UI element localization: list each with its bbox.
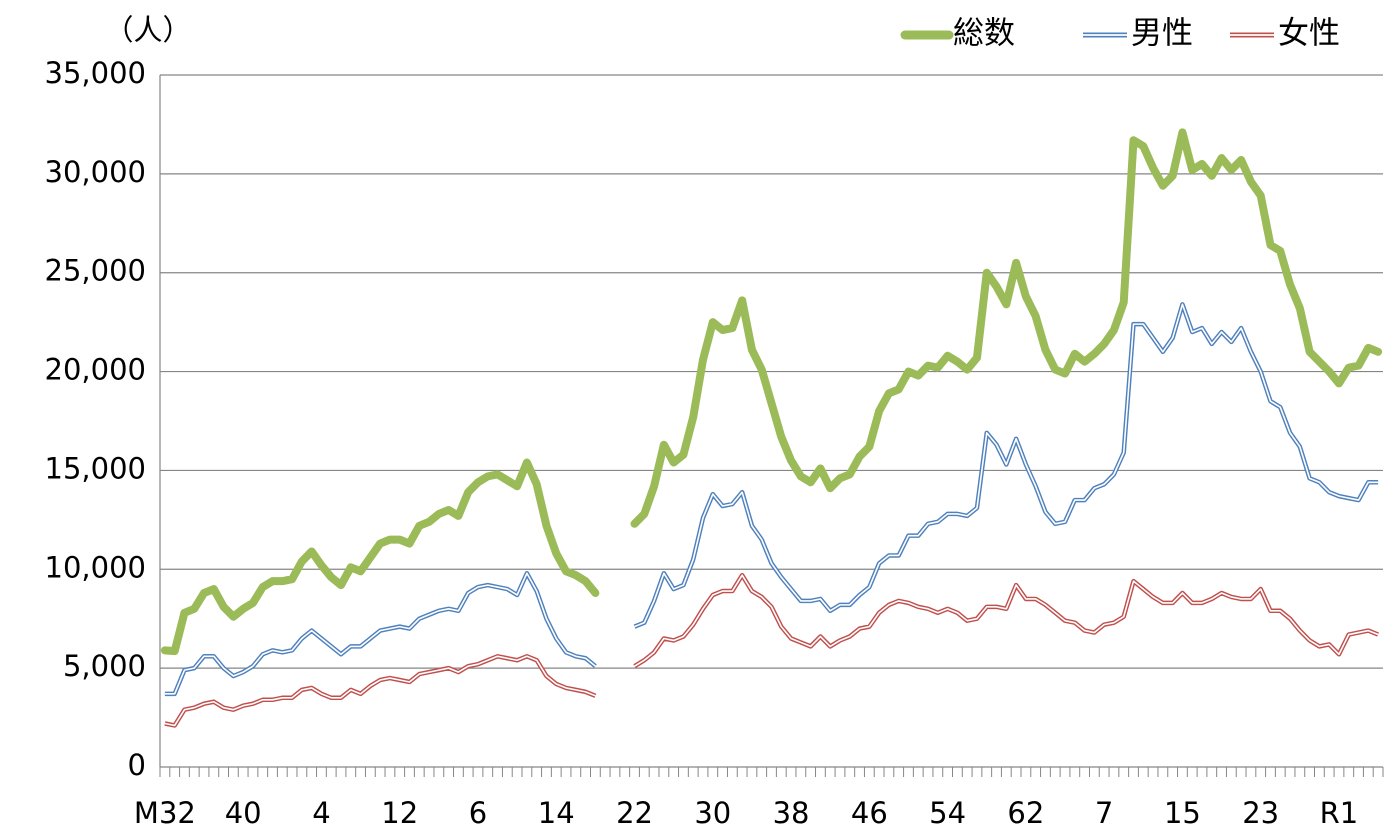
x-tick-label: 30 <box>694 796 731 830</box>
legend-label: 総数 <box>953 16 1015 52</box>
x-tick-label: 40 <box>225 796 262 830</box>
y-tick-label: 25,000 <box>45 254 146 288</box>
y-tick-label: 30,000 <box>45 155 146 189</box>
y-tick-label: 0 <box>128 748 146 782</box>
x-tick-label: 4 <box>312 796 330 830</box>
legend-label: 女性 <box>1278 16 1340 52</box>
x-tick-label: 54 <box>929 796 966 830</box>
x-tick-label: 14 <box>538 796 575 830</box>
y-tick-label: 15,000 <box>45 451 146 485</box>
x-tick-label: 46 <box>851 796 888 830</box>
legend-label: 男性 <box>1131 16 1193 52</box>
y-tick-label: 10,000 <box>45 550 146 584</box>
x-tick-label: 7 <box>1095 796 1113 830</box>
line-inner <box>164 303 1379 695</box>
x-tick-label: 62 <box>1007 796 1044 830</box>
x-tick-label: 12 <box>381 796 418 830</box>
line-1 <box>164 302 1379 697</box>
x-tick-label: 6 <box>469 796 487 830</box>
x-tick-label: 15 <box>1164 796 1201 830</box>
y-tick-label: 35,000 <box>45 56 146 90</box>
x-tick-label: R1 <box>1320 796 1359 830</box>
y-tick-label: 5,000 <box>63 649 146 683</box>
y-axis-unit: （人） <box>104 13 191 47</box>
line-inner <box>164 574 1379 727</box>
x-tick-label: M32 <box>134 796 196 830</box>
x-tick-label: 22 <box>616 796 653 830</box>
line-total <box>160 128 1383 656</box>
x-tick-label: 38 <box>773 796 810 830</box>
y-tick-label: 20,000 <box>45 353 146 387</box>
x-tick-label: 23 <box>1242 796 1279 830</box>
